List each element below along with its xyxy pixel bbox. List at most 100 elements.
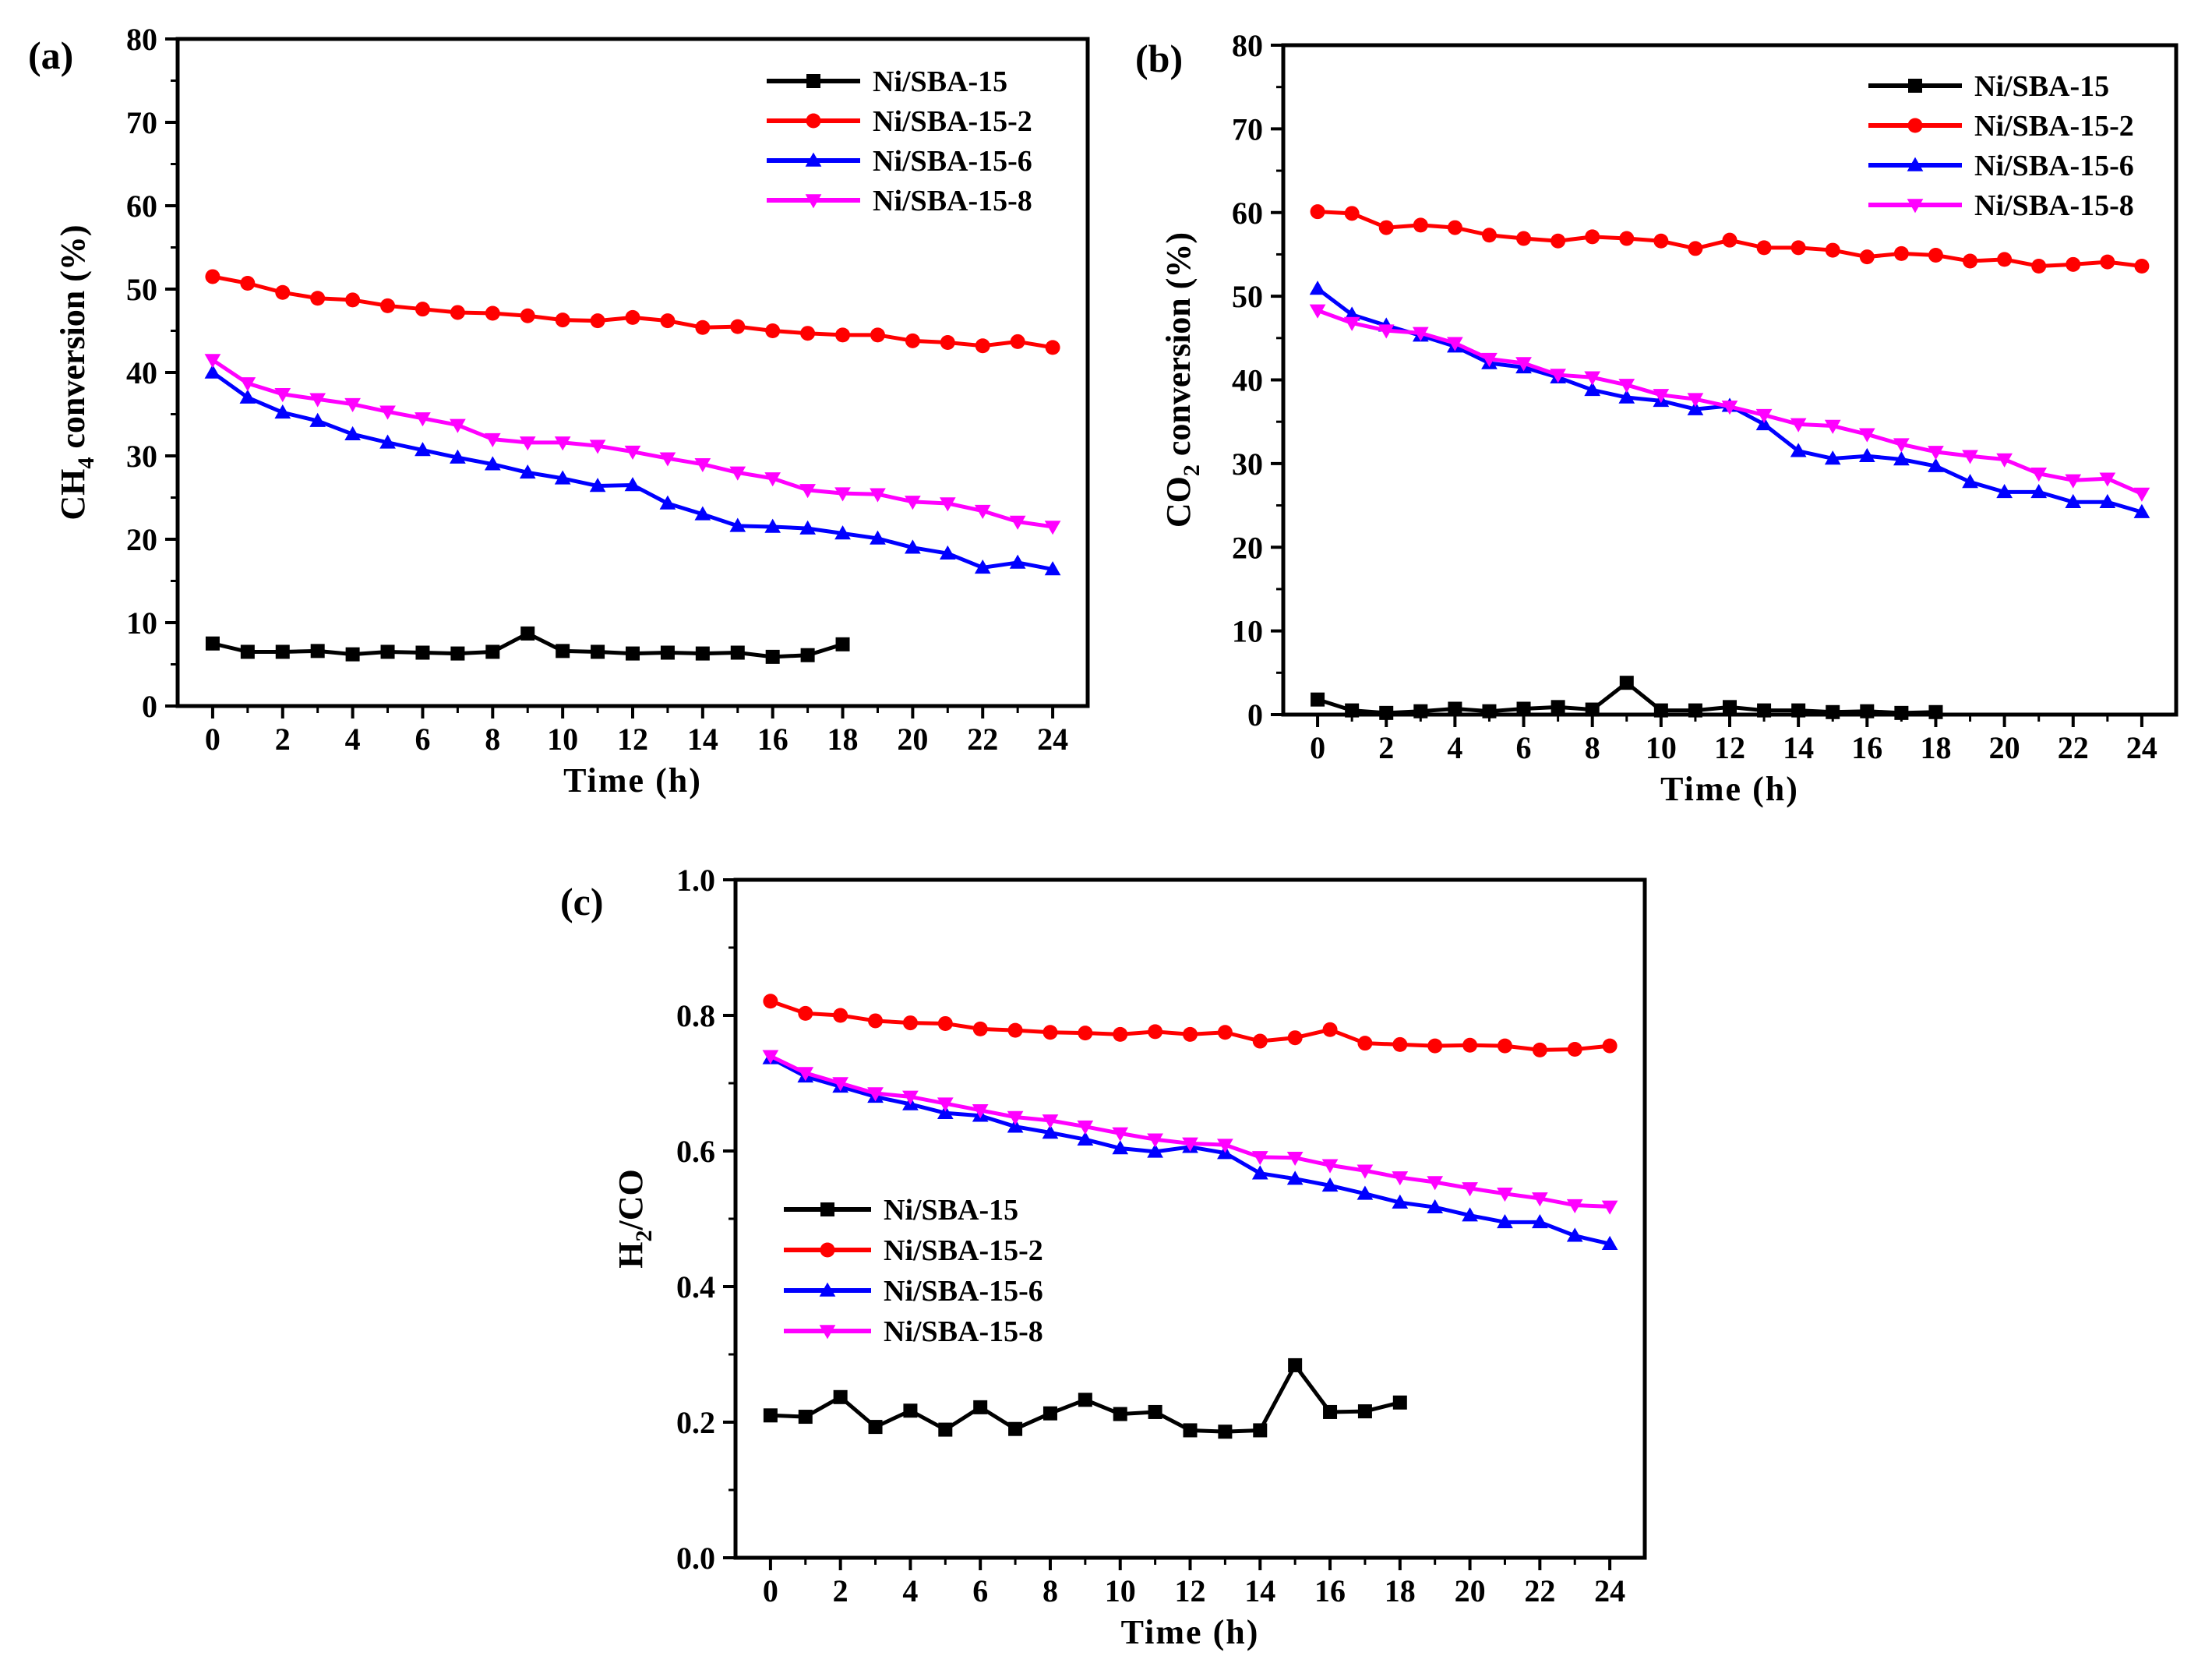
series-ni-sba-15-6-point [1824,450,1841,465]
series-ni-sba-15-8-point [415,412,431,427]
series-ni-sba-15-2-point [937,1015,953,1031]
series-ni-sba-15-8-point [450,418,466,433]
series-ni-sba-15-6-point [1996,484,2013,499]
legend-marker-ni-sba-15-8 [805,194,822,209]
series-ni-sba-15-6 [1309,281,2150,518]
series-ni-sba-15-8-point [1447,337,1463,351]
y-tick-label: 0.2 [676,1405,715,1440]
series-ni-sba-15-8-point [1182,1137,1198,1152]
series-ni-sba-15-6-point [834,525,851,540]
plot-frame [175,37,1090,708]
series-ni-sba-15-point [1551,700,1565,715]
y-tick-label: 20 [126,522,157,557]
series-ni-sba-15-2-point [380,298,396,313]
x-axis-label: Time (h) [563,761,702,800]
series-ni-sba-15-6-point [1044,561,1061,576]
x-tick-label: 8 [485,722,500,757]
series-ni-sba-15-8-point [729,466,746,481]
series-ni-sba-15-point [275,644,290,659]
series-ni-sba-15-point [1288,1357,1303,1372]
series-ni-sba-15-6-point [799,520,816,535]
series-ni-sba-15-2-point [310,291,326,306]
series-ni-sba-15-2-point [1602,1038,1618,1054]
series-ni-sba-15-8-point [694,457,711,473]
series-ni-sba-15-point [1345,703,1360,718]
series-ni-sba-15-point [345,647,360,662]
y-tick-label: 0.0 [676,1541,715,1576]
series-ni-sba-15-2-point [205,269,220,284]
series-ni-sba-15-point [1183,1423,1198,1438]
series-ni-sba-15-6-point [1928,457,1944,472]
y-tick-label: 70 [1232,111,1263,147]
series-ni-sba-15-2-point [1392,1036,1408,1052]
series-ni-sba-15-8-point [204,354,221,369]
legend-marker-ni-sba-15 [806,74,820,88]
series-ni-sba-15-6-point [1251,1165,1268,1180]
series-ni-sba-15-6-point [624,477,641,492]
series-ni-sba-15-2-point [1042,1025,1058,1040]
series-ni-sba-15-point [1042,1406,1057,1421]
series-ni-sba-15-6-point [1858,447,1875,462]
series-ni-sba-15-point [1791,703,1806,718]
series-ni-sba-15-8-point [832,1077,849,1092]
x-tick-label: 8 [1585,730,1600,765]
x-tick-label: 0 [205,722,220,757]
series-ni-sba-15-2 [205,269,1060,355]
series-ni-sba-15-2-point [1078,1026,1093,1041]
series-ni-sba-15-8-point [484,432,501,447]
x-tick-label: 18 [827,722,859,757]
series-ni-sba-15-6-point [1962,474,1978,489]
series-ni-sba-15-6-point [974,560,991,574]
series-ni-sba-15-6-point [239,389,256,404]
x-tick-label: 6 [415,722,430,757]
series-ni-sba-15-2-point [1551,233,1566,249]
series-ni-sba-15-6-point [1755,416,1773,431]
series-ni-sba-15-6-point [589,478,606,493]
series-ni-sba-15-6-point [484,456,501,471]
series-ni-sba-15-8-point [1009,515,1026,530]
x-tick-label: 2 [275,722,291,757]
x-tick-label: 4 [902,1573,918,1608]
series-ni-sba-15-8-point [239,377,256,392]
series-ni-sba-15-point [1688,703,1702,718]
series-ni-sba-15-2-point [275,284,291,300]
series-ni-sba-15-6-point [659,495,676,510]
x-tick-label: 4 [345,722,361,757]
x-tick-label: 12 [1714,730,1745,765]
series-ni-sba-15-8-point [1343,316,1360,331]
x-tick-label: 6 [1516,730,1532,765]
series-ni-sba-15-point [1757,703,1772,718]
series-ni-sba-15-point [1723,700,1737,715]
series-ni-sba-15-point [763,1408,778,1423]
series-ni-sba-15-6-point [1790,443,1807,457]
series-ni-sba-15-2-point [1893,245,1909,261]
series-ni-sba-15-8-point [797,1067,814,1082]
series-ni-sba-15-6-point [1531,1214,1548,1229]
series-ni-sba-15-point [798,1410,813,1425]
series-ni-sba-15-point [1323,1404,1338,1419]
x-tick-label: 20 [897,722,928,757]
series-ni-sba-15-8 [1309,304,2150,502]
legend-label-ni-sba-15-8: Ni/SBA-15-8 [1974,189,2134,222]
series-ni-sba-15-2-point [940,334,955,350]
series-ni-sba-15-6-point [1042,1124,1059,1139]
series-ni-sba-15-point [1482,704,1497,718]
legend-marker-ni-sba-15-2 [806,113,821,129]
y-tick-label: 1.0 [676,863,715,898]
series-ni-sba-15-2-point [1997,252,2013,267]
series-ni-sba-15-8-point [659,452,676,467]
y-tick-label: 0.6 [676,1134,715,1169]
series-ni-sba-15-8-point [309,393,326,408]
legend-marker-ni-sba-15-2 [820,1242,835,1258]
series-ni-sba-15-point [591,644,605,659]
series-ni-sba-15-8-point [1481,352,1498,368]
plot-frame [1281,43,2178,717]
series-ni-sba-15-6-point [1147,1143,1163,1158]
plot-frame [733,877,1647,1560]
series-ni-sba-15-8-point [1286,1151,1304,1167]
series-ni-sba-15-2-point [1183,1026,1198,1042]
series-ni-sba-15-2-point [1963,253,1978,269]
series-ni-sba-15-2-point [1344,206,1360,221]
